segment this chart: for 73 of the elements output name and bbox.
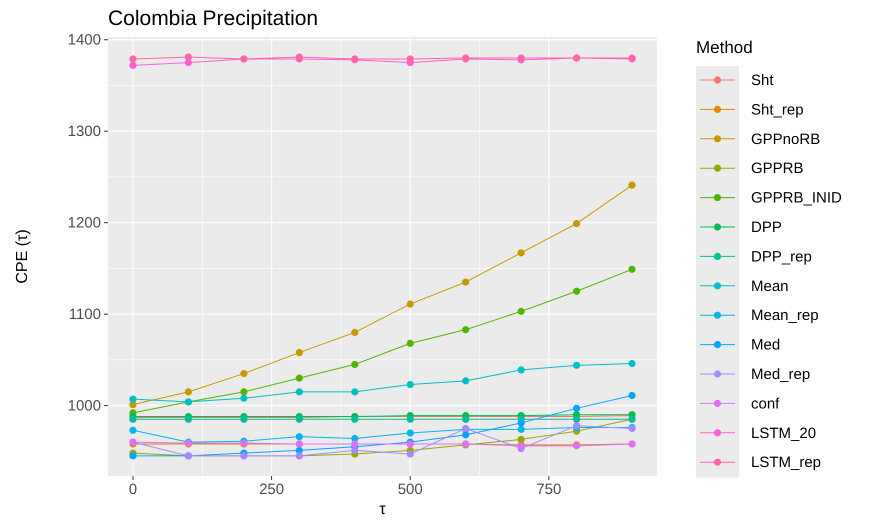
legend-label: GPPRB_INID bbox=[751, 190, 842, 207]
point bbox=[518, 308, 525, 315]
chart-title: Colombia Precipitation bbox=[108, 7, 318, 30]
point bbox=[572, 288, 580, 295]
legend-title: Method bbox=[696, 38, 753, 57]
point bbox=[572, 362, 580, 369]
y-tick-label: 1000 bbox=[68, 398, 101, 415]
legend-label: Sht_rep bbox=[751, 101, 804, 118]
point bbox=[296, 433, 303, 440]
y-tick-label: 1100 bbox=[68, 306, 101, 324]
point bbox=[628, 182, 636, 189]
legend-label: LSTM_rep bbox=[751, 454, 822, 472]
point bbox=[129, 426, 137, 434]
point bbox=[351, 388, 358, 396]
point bbox=[572, 416, 580, 423]
point bbox=[518, 426, 525, 433]
legend-label: LSTM_20 bbox=[751, 424, 816, 442]
point bbox=[462, 326, 470, 334]
point bbox=[129, 452, 137, 460]
point bbox=[184, 388, 192, 396]
point bbox=[129, 396, 137, 403]
point bbox=[406, 380, 414, 388]
point bbox=[129, 62, 137, 69]
y-tick-label: 1200 bbox=[68, 214, 101, 232]
point bbox=[184, 54, 192, 61]
legend-label: Med bbox=[751, 336, 780, 354]
point bbox=[406, 55, 414, 63]
point bbox=[406, 416, 414, 423]
legend-label: Med_rep bbox=[751, 366, 810, 383]
point bbox=[518, 419, 525, 427]
point bbox=[518, 366, 525, 374]
legend-label: DPP_rep bbox=[751, 248, 812, 266]
point bbox=[129, 55, 137, 63]
x-tick-label: 250 bbox=[259, 481, 284, 498]
point bbox=[518, 249, 525, 256]
x-tick-label: 750 bbox=[536, 481, 562, 498]
point bbox=[462, 416, 470, 423]
point bbox=[240, 394, 248, 402]
point bbox=[462, 431, 470, 438]
legend-label: GPPRB bbox=[751, 160, 804, 178]
point bbox=[406, 429, 414, 437]
y-tick-label: 1300 bbox=[68, 123, 101, 140]
x-tick-label: 500 bbox=[398, 481, 423, 498]
point bbox=[518, 436, 525, 444]
legend-label: GPPnoRB bbox=[751, 130, 820, 148]
legend-label: Mean bbox=[751, 278, 789, 295]
point bbox=[628, 360, 636, 368]
point bbox=[296, 348, 303, 356]
point bbox=[351, 328, 358, 336]
point bbox=[240, 388, 248, 396]
point bbox=[406, 300, 414, 308]
point bbox=[240, 370, 248, 378]
point bbox=[462, 278, 470, 286]
legend-label: Sht bbox=[751, 72, 774, 89]
legend-label: conf bbox=[751, 395, 780, 412]
point bbox=[351, 360, 358, 368]
point bbox=[351, 446, 358, 454]
x-axis-title: τ bbox=[379, 501, 386, 518]
point bbox=[406, 450, 414, 458]
x-tick-label: 0 bbox=[128, 481, 138, 498]
point bbox=[572, 220, 580, 228]
y-tick-label: 1400 bbox=[68, 32, 101, 49]
point bbox=[406, 340, 414, 347]
point bbox=[628, 266, 636, 273]
point bbox=[572, 404, 580, 412]
legend-label: Mean_rep bbox=[751, 307, 819, 324]
point bbox=[296, 374, 303, 382]
point bbox=[296, 388, 303, 396]
point bbox=[351, 416, 358, 423]
point bbox=[462, 377, 470, 384]
legend-label: DPP bbox=[751, 219, 782, 236]
point bbox=[628, 392, 636, 400]
y-axis-title: CPE (τ) bbox=[14, 229, 31, 284]
